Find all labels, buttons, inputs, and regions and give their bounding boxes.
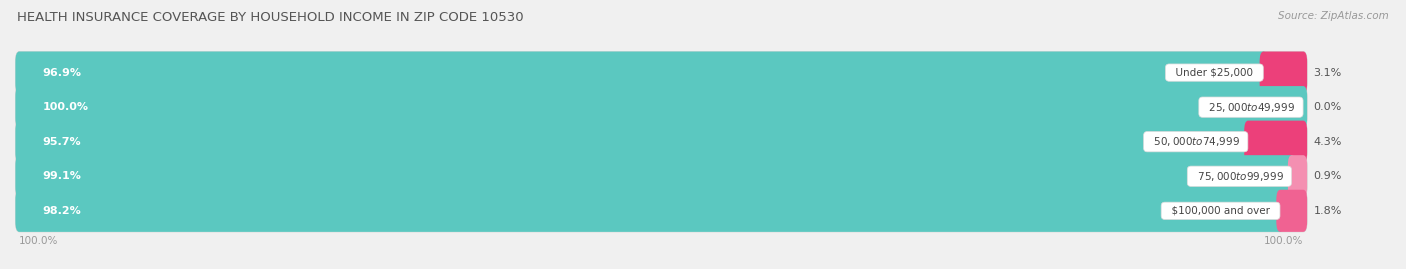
- Text: Source: ZipAtlas.com: Source: ZipAtlas.com: [1278, 11, 1389, 21]
- Text: 95.7%: 95.7%: [42, 137, 82, 147]
- Text: 0.0%: 0.0%: [1313, 102, 1341, 112]
- Text: 99.1%: 99.1%: [42, 171, 82, 181]
- Text: $25,000 to $49,999: $25,000 to $49,999: [1202, 101, 1299, 114]
- Text: 1.8%: 1.8%: [1313, 206, 1341, 216]
- Text: 98.2%: 98.2%: [42, 206, 82, 216]
- FancyBboxPatch shape: [15, 190, 1284, 232]
- Text: $75,000 to $99,999: $75,000 to $99,999: [1191, 170, 1288, 183]
- Text: 4.3%: 4.3%: [1313, 137, 1341, 147]
- FancyBboxPatch shape: [1244, 121, 1308, 163]
- FancyBboxPatch shape: [1260, 52, 1308, 94]
- Text: Under $25,000: Under $25,000: [1170, 68, 1260, 77]
- FancyBboxPatch shape: [15, 86, 1308, 128]
- Text: 100.0%: 100.0%: [20, 236, 59, 246]
- Text: HEALTH INSURANCE COVERAGE BY HOUSEHOLD INCOME IN ZIP CODE 10530: HEALTH INSURANCE COVERAGE BY HOUSEHOLD I…: [17, 11, 523, 24]
- Text: $100,000 and over: $100,000 and over: [1164, 206, 1277, 216]
- FancyBboxPatch shape: [15, 155, 1295, 197]
- Text: 96.9%: 96.9%: [42, 68, 82, 77]
- Text: $50,000 to $74,999: $50,000 to $74,999: [1147, 135, 1244, 148]
- Text: 100.0%: 100.0%: [1264, 236, 1303, 246]
- FancyBboxPatch shape: [15, 52, 1267, 94]
- FancyBboxPatch shape: [15, 121, 1251, 163]
- FancyBboxPatch shape: [1288, 155, 1308, 197]
- Text: 0.9%: 0.9%: [1313, 171, 1341, 181]
- FancyBboxPatch shape: [15, 190, 1308, 232]
- Text: 100.0%: 100.0%: [42, 102, 89, 112]
- FancyBboxPatch shape: [15, 121, 1308, 163]
- FancyBboxPatch shape: [15, 86, 1308, 128]
- FancyBboxPatch shape: [1277, 190, 1308, 232]
- FancyBboxPatch shape: [15, 155, 1308, 197]
- Text: 3.1%: 3.1%: [1313, 68, 1341, 77]
- FancyBboxPatch shape: [15, 52, 1308, 94]
